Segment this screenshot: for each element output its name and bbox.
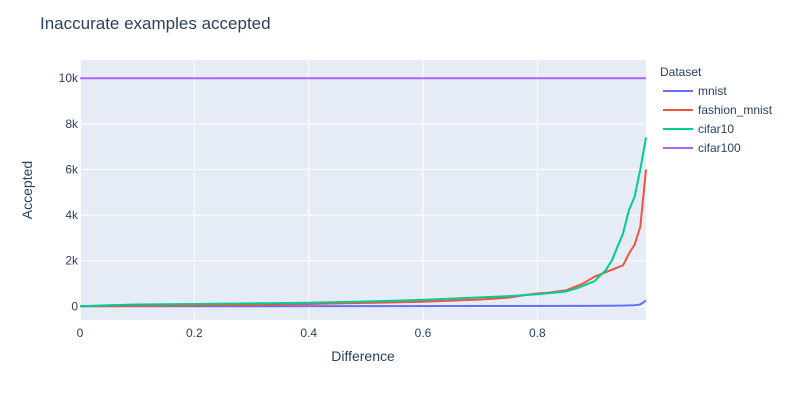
- series-line-cifar10: [79, 137, 647, 308]
- y-axis-ticks: 0 2k 4k 6k 8k 10k: [59, 71, 79, 313]
- y-tick-label: 0: [71, 299, 78, 313]
- x-tick-label: 0.2: [186, 326, 203, 340]
- legend-item-cifar10[interactable]: cifar10: [698, 122, 734, 136]
- y-tick-label: 2k: [65, 254, 79, 268]
- y-axis-label: Accepted: [19, 161, 35, 219]
- chart-title: Inaccurate examples accepted: [40, 14, 271, 33]
- x-axis-ticks: 0 0.2 0.4 0.6 0.8: [77, 326, 546, 340]
- plot-area: [80, 60, 646, 320]
- x-axis-label: Difference: [331, 348, 395, 364]
- legend-item-fashion_mnist[interactable]: fashion_mnist: [698, 103, 773, 117]
- x-tick-label: 0: [77, 326, 84, 340]
- series-layer: [79, 77, 647, 308]
- y-tick-label: 8k: [65, 117, 79, 131]
- y-tick-label: 6k: [65, 162, 79, 176]
- legend-item-cifar100[interactable]: cifar100: [698, 141, 741, 155]
- legend-title: Dataset: [660, 65, 702, 79]
- legend[interactable]: Dataset mnist fashion_mnist cifar10 cifar10…: [660, 65, 773, 155]
- x-tick-label: 0.6: [415, 326, 432, 340]
- y-tick-label: 4k: [65, 208, 79, 222]
- x-tick-label: 0.4: [300, 326, 317, 340]
- y-tick-label: 10k: [59, 71, 79, 85]
- x-tick-label: 0.8: [529, 326, 546, 340]
- legend-item-mnist[interactable]: mnist: [698, 84, 727, 98]
